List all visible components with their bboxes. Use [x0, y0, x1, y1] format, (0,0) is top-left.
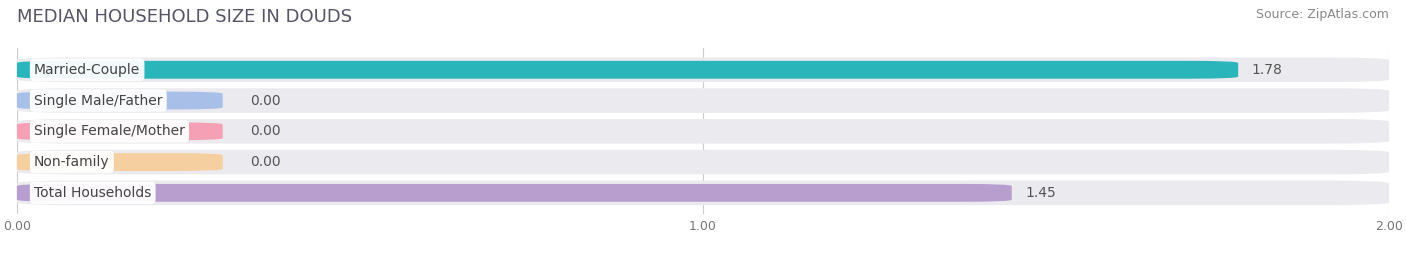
- Text: Married-Couple: Married-Couple: [34, 63, 141, 77]
- Text: 0.00: 0.00: [250, 155, 281, 169]
- FancyBboxPatch shape: [17, 119, 1389, 144]
- Text: MEDIAN HOUSEHOLD SIZE IN DOUDS: MEDIAN HOUSEHOLD SIZE IN DOUDS: [17, 8, 352, 26]
- Text: 0.00: 0.00: [250, 94, 281, 107]
- Text: Total Households: Total Households: [34, 186, 152, 200]
- Text: Non-family: Non-family: [34, 155, 110, 169]
- FancyBboxPatch shape: [17, 150, 1389, 174]
- FancyBboxPatch shape: [17, 184, 1012, 202]
- Text: 1.78: 1.78: [1251, 63, 1282, 77]
- Text: 0.00: 0.00: [250, 124, 281, 138]
- FancyBboxPatch shape: [17, 122, 222, 140]
- FancyBboxPatch shape: [17, 92, 222, 109]
- Text: Source: ZipAtlas.com: Source: ZipAtlas.com: [1256, 8, 1389, 21]
- FancyBboxPatch shape: [17, 88, 1389, 113]
- FancyBboxPatch shape: [17, 153, 222, 171]
- Text: Single Female/Mother: Single Female/Mother: [34, 124, 186, 138]
- Text: Single Male/Father: Single Male/Father: [34, 94, 163, 107]
- FancyBboxPatch shape: [17, 57, 1389, 82]
- FancyBboxPatch shape: [17, 181, 1389, 205]
- FancyBboxPatch shape: [17, 61, 1239, 79]
- Text: 1.45: 1.45: [1025, 186, 1056, 200]
